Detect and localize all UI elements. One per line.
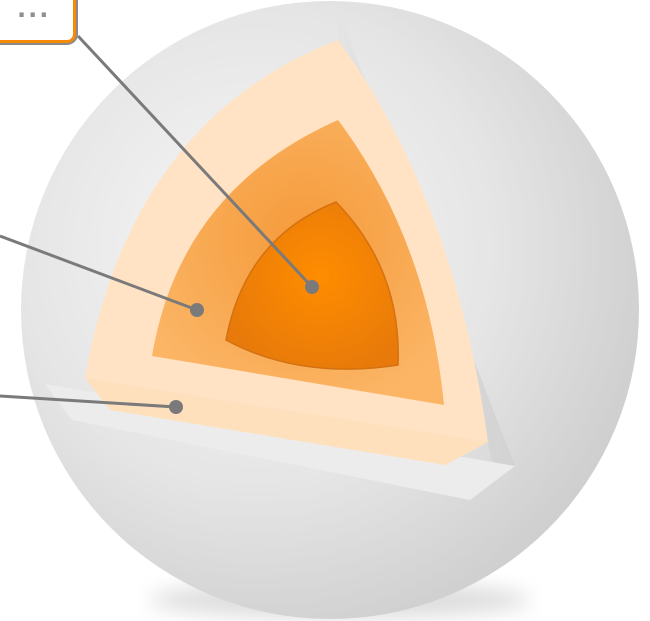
core-label-text: ... — [17, 0, 51, 23]
core-leader-dot — [305, 280, 319, 294]
mantle-leader-dot — [190, 303, 204, 317]
crust-bottom-face — [85, 378, 488, 465]
core-leader-line — [76, 34, 314, 289]
crust-leader-line — [0, 394, 177, 409]
crust-leader-dot — [169, 400, 183, 414]
core-label-box: ... — [0, 0, 76, 43]
mantle-leader-line — [0, 234, 198, 312]
